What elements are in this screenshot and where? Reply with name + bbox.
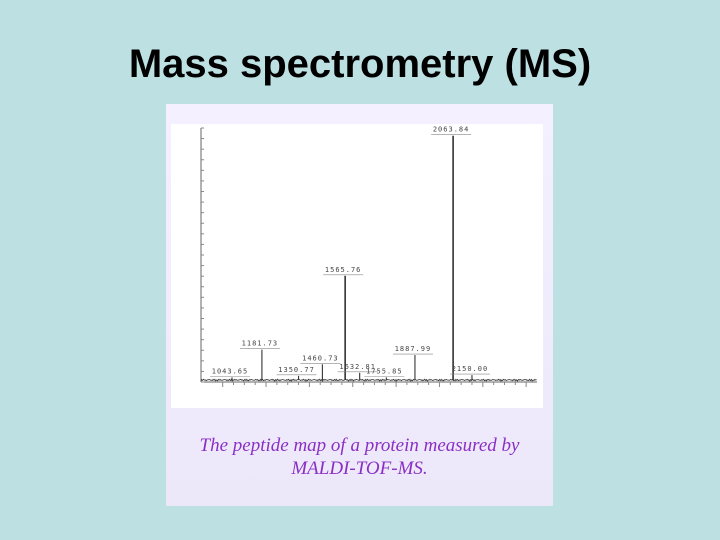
slide-title: Mass spectrometry (MS) bbox=[128, 42, 592, 86]
peak-label: 1043.65 bbox=[212, 367, 249, 375]
caption-line-1: The peptide map of a protein measured by bbox=[199, 435, 520, 456]
figure-caption: The peptide map of a protein measured by… bbox=[166, 434, 553, 480]
peak-label: 1460.73 bbox=[302, 354, 339, 362]
peak-label: 1350.77 bbox=[278, 366, 315, 374]
chart-axes bbox=[200, 127, 537, 387]
peak-label: 2150.00 bbox=[452, 365, 489, 373]
caption-line-2: MALDI-TOF-MS. bbox=[291, 458, 428, 479]
peak-label: 1887.99 bbox=[395, 345, 432, 353]
spectrum-figure: 1043.65 1181.73 1350.77 1460.73 1565.76 1632.… bbox=[166, 104, 553, 506]
spectrum-plot-area: 1043.65 1181.73 1350.77 1460.73 1565.76 1632.… bbox=[171, 124, 543, 408]
peak-label: 1632.81 bbox=[339, 363, 376, 371]
peak-label: 2063.84 bbox=[433, 126, 470, 134]
peak-label: 1565.76 bbox=[325, 266, 362, 274]
peak-label: 1755.85 bbox=[366, 367, 403, 375]
mass-spectrum-chart: 1043.65 1181.73 1350.77 1460.73 1565.76 1632.… bbox=[200, 126, 537, 387]
peak-label: 1181.73 bbox=[242, 340, 279, 348]
chart-peaks bbox=[200, 135, 537, 383]
spectrum-baseline bbox=[200, 378, 537, 383]
chart-peak-labels: 1043.65 1181.73 1350.77 1460.73 1565.76 1632.… bbox=[209, 126, 490, 377]
